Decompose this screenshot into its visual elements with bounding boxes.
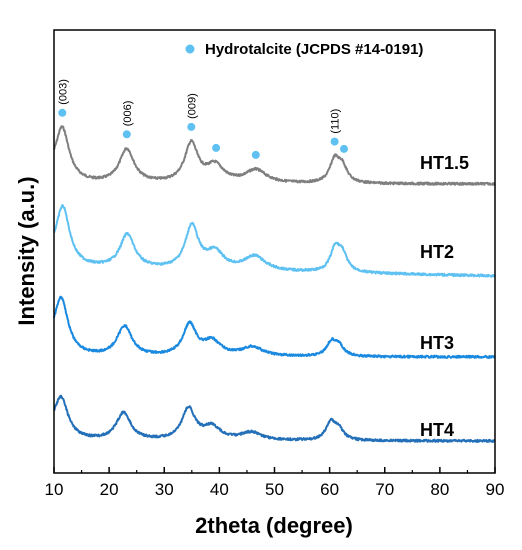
- series-layer: [53, 125, 496, 443]
- series-line-ht4: [53, 394, 496, 443]
- series-label-ht3: HT3: [420, 333, 454, 353]
- legend: Hydrotalcite (JCPDS #14-0191): [185, 41, 423, 58]
- x-tick-label: 90: [486, 480, 505, 499]
- series-line-ht2: [53, 204, 496, 278]
- x-tick-label: 40: [210, 480, 229, 499]
- plot-area: [54, 30, 495, 473]
- x-tick-label: 70: [375, 480, 394, 499]
- series-line-ht1-5: [53, 125, 496, 186]
- series-line-ht3: [53, 295, 496, 359]
- x-tick-label: 30: [155, 480, 174, 499]
- series-label-ht4: HT4: [420, 420, 454, 440]
- x-tick-label: 80: [430, 480, 449, 499]
- x-tick-label: 60: [320, 480, 339, 499]
- reflection-label: (009): [186, 93, 198, 119]
- legend-label: Hydrotalcite (JCPDS #14-0191): [205, 41, 423, 58]
- series-labels: HT1.5 HT2 HT3 HT4: [420, 153, 469, 440]
- reflection-label: (006): [122, 101, 134, 127]
- series-label-ht2: HT2: [420, 242, 454, 262]
- series-label-ht1-5: HT1.5: [420, 153, 469, 173]
- x-tick-label: 10: [45, 480, 64, 499]
- reflection-marker: [330, 137, 339, 146]
- reflection-labels: (003) (006) (009) (110): [57, 79, 341, 133]
- y-axis-title: Intensity (a.u.): [14, 176, 39, 325]
- x-tick-label: 20: [100, 480, 119, 499]
- reflection-marker: [58, 108, 67, 117]
- reflection-marker: [212, 143, 221, 152]
- x-axis-ticks: 10 20 30 40 50 60 70 80 90: [45, 467, 505, 499]
- reflection-marker: [122, 130, 131, 139]
- legend-marker: [185, 44, 195, 54]
- reflection-marker: [251, 150, 260, 159]
- reflection-marker: [187, 122, 196, 131]
- x-tick-label: 50: [265, 480, 284, 499]
- reflection-marker: [340, 144, 348, 153]
- x-axis-title: 2theta (degree): [195, 513, 353, 538]
- reflection-label: (003): [57, 79, 69, 105]
- reflection-label: (110): [330, 109, 342, 134]
- reflection-markers: [58, 108, 348, 159]
